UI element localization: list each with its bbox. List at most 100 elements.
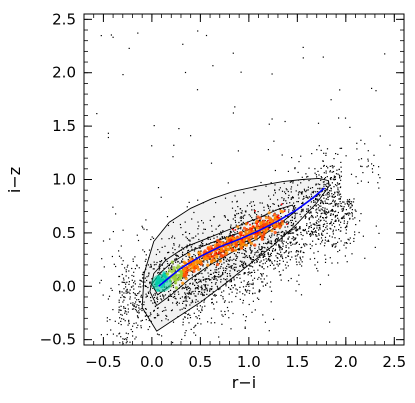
scatter-point — [232, 218, 234, 220]
scatter-point — [241, 210, 243, 212]
scatter-point — [142, 227, 144, 229]
scatter-point — [329, 257, 331, 259]
scatter-point — [335, 245, 337, 247]
density-point — [255, 226, 259, 230]
scatter-point — [240, 217, 242, 219]
scatter-point — [132, 258, 134, 260]
scatter-point — [325, 185, 327, 187]
scatter-point — [285, 188, 287, 190]
scatter-point — [263, 250, 265, 253]
density-point — [255, 220, 259, 224]
scatter-point — [201, 287, 203, 289]
scatter-point — [201, 289, 203, 291]
scatter-point — [164, 245, 166, 247]
scatter-point — [351, 204, 353, 206]
scatter-point — [233, 263, 235, 265]
scatter-point — [345, 229, 347, 231]
scatter-point — [340, 179, 342, 181]
scatter-point — [267, 258, 269, 260]
scatter-point — [353, 198, 355, 200]
scatter-point — [317, 224, 319, 226]
scatter-point — [300, 233, 302, 236]
scatter-point — [290, 188, 292, 190]
scatter-point — [332, 167, 334, 169]
scatter-point — [122, 338, 124, 340]
scatter-point — [275, 244, 277, 246]
scatter-point — [235, 266, 237, 268]
scatter-point — [268, 195, 270, 197]
scatter-point — [244, 257, 246, 259]
scatter-point — [335, 202, 337, 205]
scatter-point — [198, 315, 200, 317]
scatter-point — [287, 280, 290, 282]
scatter-point — [234, 195, 236, 197]
scatter-point — [166, 315, 168, 317]
scatter-point — [123, 318, 125, 320]
scatter-point — [150, 266, 152, 268]
density-point — [239, 231, 243, 235]
scatter-point — [285, 200, 287, 202]
density-point — [256, 222, 258, 225]
scatter-point — [354, 217, 356, 219]
scatter-point — [281, 154, 283, 156]
scatter-point — [314, 201, 316, 203]
scatter-point — [297, 250, 299, 252]
scatter-point — [201, 306, 203, 308]
scatter-point — [114, 320, 116, 322]
scatter-point — [216, 236, 218, 238]
scatter-point — [252, 259, 254, 261]
scatter-point — [176, 254, 178, 256]
scatter-point — [200, 286, 202, 288]
scatter-point — [261, 281, 263, 283]
scatter-point — [330, 210, 332, 212]
scatter-point — [321, 241, 323, 243]
scatter-point — [223, 278, 225, 280]
scatter-point — [235, 263, 237, 265]
scatter-point — [193, 254, 195, 256]
scatter-point — [167, 251, 169, 254]
scatter-point — [202, 245, 204, 247]
scatter-point — [188, 287, 191, 289]
density-point — [172, 268, 176, 272]
scatter-point — [330, 177, 332, 179]
scatter-point — [169, 289, 172, 291]
scatter-point — [334, 220, 336, 222]
scatter-point — [318, 229, 320, 231]
scatter-point — [122, 260, 124, 262]
scatter-point — [289, 232, 291, 235]
scatter-point — [184, 316, 186, 319]
scatter-point — [167, 224, 170, 227]
scatter-point — [244, 248, 247, 250]
scatter-point — [266, 282, 268, 284]
density-point — [215, 262, 220, 267]
scatter-point — [335, 173, 338, 175]
scatter-point — [219, 233, 221, 236]
scatter-point — [271, 262, 273, 265]
scatter-point — [338, 229, 340, 231]
scatter-point — [331, 171, 333, 173]
scatter-point — [215, 282, 217, 284]
scatter-point — [286, 189, 288, 191]
scatter-point — [278, 231, 280, 233]
scatter-point — [250, 252, 252, 254]
scatter-point — [243, 280, 245, 282]
scatter-point — [195, 324, 197, 326]
scatter-point — [176, 255, 178, 257]
scatter-point — [239, 298, 241, 300]
scatter-point — [133, 351, 134, 352]
scatter-point — [227, 219, 229, 221]
scatter-point — [340, 226, 342, 229]
scatter-point — [349, 126, 351, 128]
scatter-point — [151, 145, 153, 147]
scatter-point — [220, 233, 223, 235]
scatter-point — [279, 240, 281, 242]
scatter-point — [214, 275, 216, 277]
scatter-point — [295, 227, 297, 229]
scatter-point — [324, 200, 326, 202]
scatter-point — [298, 228, 300, 230]
scatter-point — [120, 309, 122, 311]
scatter-point — [182, 251, 184, 253]
y-tick-label: −0.5 — [40, 331, 76, 349]
scatter-point — [222, 267, 224, 269]
scatter-point — [138, 292, 140, 294]
